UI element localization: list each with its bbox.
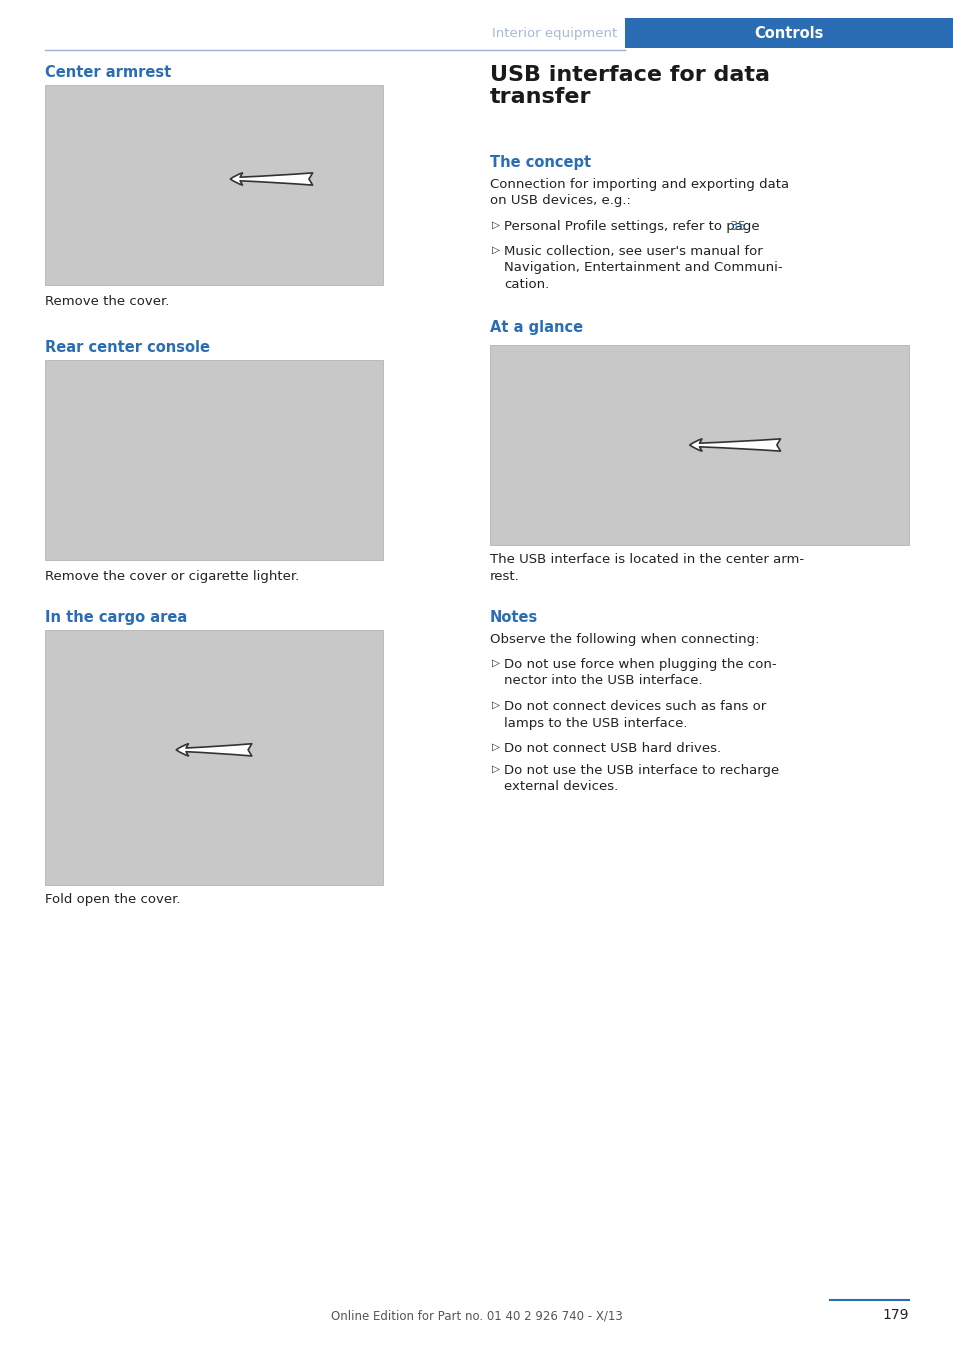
Text: .: . xyxy=(741,219,746,233)
Text: The USB interface is located in the center arm-
rest.: The USB interface is located in the cent… xyxy=(490,552,803,582)
Bar xyxy=(45,630,382,886)
Text: Do not use force when plugging the con-
nector into the USB interface.: Do not use force when plugging the con- … xyxy=(503,658,776,688)
Text: ▷: ▷ xyxy=(492,700,499,709)
Text: transfer: transfer xyxy=(490,87,591,107)
Bar xyxy=(45,85,382,284)
Text: The concept: The concept xyxy=(490,154,591,171)
Text: Rear center console: Rear center console xyxy=(45,340,210,355)
Text: In the cargo area: In the cargo area xyxy=(45,611,187,626)
Text: Online Edition for Part no. 01 40 2 926 740 - X/13: Online Edition for Part no. 01 40 2 926 … xyxy=(331,1309,622,1323)
Text: 35: 35 xyxy=(729,219,745,233)
Text: At a glance: At a glance xyxy=(490,320,582,334)
Bar xyxy=(45,360,382,561)
Text: Controls: Controls xyxy=(754,26,823,41)
Text: 179: 179 xyxy=(882,1308,908,1322)
Text: USB interface for data: USB interface for data xyxy=(490,65,769,85)
Text: Do not connect devices such as fans or
lamps to the USB interface.: Do not connect devices such as fans or l… xyxy=(503,700,765,730)
Text: Notes: Notes xyxy=(490,611,537,626)
Text: ▷: ▷ xyxy=(492,245,499,255)
Text: Personal Profile settings, refer to page: Personal Profile settings, refer to page xyxy=(503,219,763,233)
Text: Do not connect USB hard drives.: Do not connect USB hard drives. xyxy=(503,742,720,756)
Text: Remove the cover.: Remove the cover. xyxy=(45,295,170,307)
Text: Remove the cover or cigarette lighter.: Remove the cover or cigarette lighter. xyxy=(45,570,299,584)
Text: Connection for importing and exporting data: Connection for importing and exporting d… xyxy=(490,177,788,191)
Text: Interior equipment: Interior equipment xyxy=(491,27,617,39)
Text: ▷: ▷ xyxy=(492,764,499,774)
Text: ▷: ▷ xyxy=(492,219,499,230)
Text: Observe the following when connecting:: Observe the following when connecting: xyxy=(490,634,759,646)
Bar xyxy=(490,345,908,546)
Text: ▷: ▷ xyxy=(492,742,499,751)
Bar xyxy=(624,18,953,47)
Text: on USB devices, e.g.:: on USB devices, e.g.: xyxy=(490,194,630,207)
Text: Fold open the cover.: Fold open the cover. xyxy=(45,894,180,906)
Text: ▷: ▷ xyxy=(492,658,499,668)
Text: Center armrest: Center armrest xyxy=(45,65,172,80)
Text: Do not use the USB interface to recharge
external devices.: Do not use the USB interface to recharge… xyxy=(503,764,779,793)
Text: Music collection, see user's manual for
Navigation, Entertainment and Communi-
c: Music collection, see user's manual for … xyxy=(503,245,781,291)
